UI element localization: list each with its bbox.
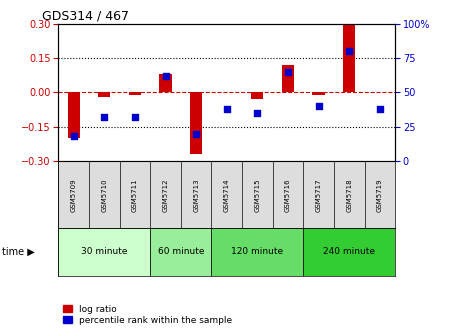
Point: [284, 69, 291, 75]
Point: [131, 115, 138, 120]
Bar: [303, 228, 395, 276]
Bar: [343, 24, 355, 92]
Text: GSM5711: GSM5711: [132, 178, 138, 212]
Text: GSM5713: GSM5713: [193, 178, 199, 212]
Point: [223, 106, 230, 112]
Text: 30 minute: 30 minute: [81, 248, 128, 256]
Bar: [150, 228, 211, 276]
Bar: [211, 228, 303, 276]
Text: GSM5717: GSM5717: [316, 178, 321, 212]
Text: time ▶: time ▶: [2, 247, 35, 257]
Text: GSM5714: GSM5714: [224, 178, 230, 212]
Text: GSM5718: GSM5718: [346, 178, 352, 212]
Text: 240 minute: 240 minute: [323, 248, 375, 256]
Text: GSM5716: GSM5716: [285, 178, 291, 212]
Text: 120 minute: 120 minute: [231, 248, 283, 256]
Bar: [251, 92, 264, 99]
Bar: [98, 92, 110, 97]
Point: [101, 115, 108, 120]
Point: [254, 110, 261, 116]
Text: GSM5709: GSM5709: [70, 178, 77, 212]
Legend: log ratio, percentile rank within the sample: log ratio, percentile rank within the sa…: [63, 304, 232, 325]
Point: [162, 73, 169, 79]
Text: GSM5710: GSM5710: [101, 178, 107, 212]
Point: [193, 131, 200, 136]
Text: GSM5715: GSM5715: [255, 178, 260, 212]
Text: GSM5712: GSM5712: [163, 178, 168, 212]
Text: GSM5719: GSM5719: [377, 178, 383, 212]
Bar: [159, 74, 172, 92]
Point: [376, 106, 383, 112]
Bar: [190, 92, 202, 155]
Text: GDS314 / 467: GDS314 / 467: [41, 9, 128, 23]
Bar: [282, 65, 294, 92]
Text: 60 minute: 60 minute: [158, 248, 204, 256]
Bar: [313, 92, 325, 95]
Point: [346, 48, 353, 54]
Point: [315, 103, 322, 109]
Bar: [67, 92, 80, 138]
Point: [70, 134, 77, 139]
Bar: [58, 228, 150, 276]
Bar: [129, 92, 141, 95]
